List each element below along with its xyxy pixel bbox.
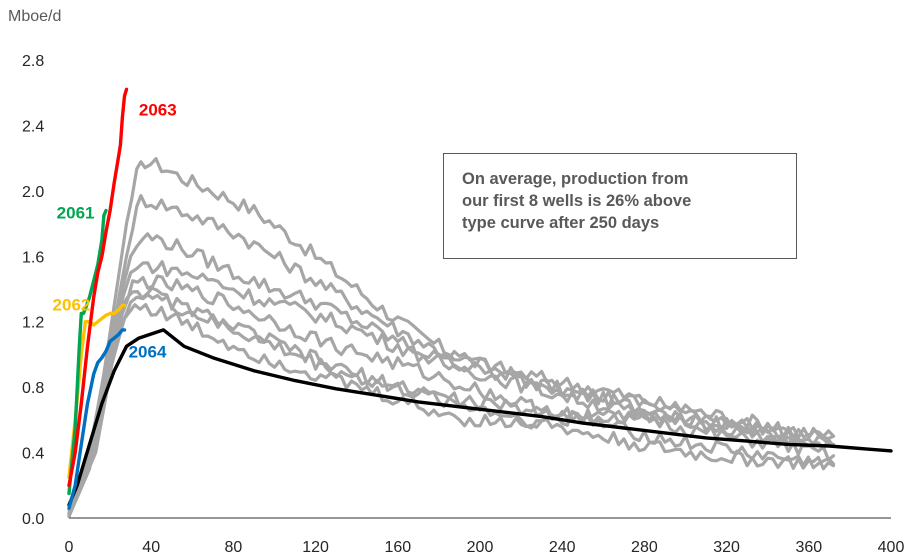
x-tick-label: 0 bbox=[65, 539, 74, 556]
well-line-2061 bbox=[67, 208, 108, 496]
x-tick-label: 40 bbox=[142, 539, 160, 556]
well-line-2063 bbox=[67, 87, 129, 487]
axis-layer: 0 40 80 120 160 200 240 280 320 360 400 0.0 0.4 0.8 1.… bbox=[22, 53, 904, 556]
x-tick-label: 80 bbox=[225, 539, 243, 556]
annotation-line-3: type curve after 250 days bbox=[462, 214, 660, 232]
x-tick-label: 120 bbox=[302, 539, 329, 556]
type-curve-line bbox=[67, 328, 893, 507]
well-line-gray-5 bbox=[67, 274, 836, 517]
annotation-box: On average, production from our first 8 … bbox=[443, 153, 797, 259]
x-tick-label: 240 bbox=[549, 539, 576, 556]
x-tick-label: 280 bbox=[631, 539, 658, 556]
series-layer bbox=[67, 87, 893, 518]
well-line-gray-8 bbox=[67, 303, 836, 517]
label-layer: 2063 2061 2062 2064 bbox=[53, 101, 177, 362]
y-tick-label: 0.4 bbox=[22, 446, 44, 463]
x-tick-label: 160 bbox=[384, 539, 411, 556]
series-label-2061: 2061 bbox=[57, 204, 95, 223]
well-line-2062 bbox=[67, 303, 127, 479]
series-label-2063: 2063 bbox=[139, 101, 177, 120]
annotation-line-2: our first 8 wells is 26% above bbox=[462, 192, 692, 210]
series-label-2062: 2062 bbox=[53, 295, 91, 314]
y-tick-label: 2.0 bbox=[22, 184, 44, 201]
y-unit-label: Mboe/d bbox=[8, 8, 62, 25]
x-tick-label: 360 bbox=[795, 539, 822, 556]
y-tick-label: 0.8 bbox=[22, 380, 44, 397]
x-tick-label: 200 bbox=[467, 539, 494, 556]
well-line-gray-6 bbox=[67, 293, 836, 518]
annotation-line-1: On average, production from bbox=[462, 170, 689, 188]
annotation-text: On average, production from our first 8 … bbox=[462, 168, 778, 234]
y-tick-label: 2.4 bbox=[22, 118, 44, 135]
y-tick-label: 1.6 bbox=[22, 249, 44, 266]
y-tick-label: 1.2 bbox=[22, 315, 44, 332]
x-tick-label: 400 bbox=[878, 539, 905, 556]
series-label-2064: 2064 bbox=[129, 343, 167, 362]
well-line-2064 bbox=[67, 328, 127, 510]
well-line-gray-7 bbox=[67, 286, 836, 515]
y-tick-label: 0.0 bbox=[22, 511, 44, 528]
y-tick-label: 2.8 bbox=[22, 53, 44, 70]
x-tick-label: 320 bbox=[713, 539, 740, 556]
